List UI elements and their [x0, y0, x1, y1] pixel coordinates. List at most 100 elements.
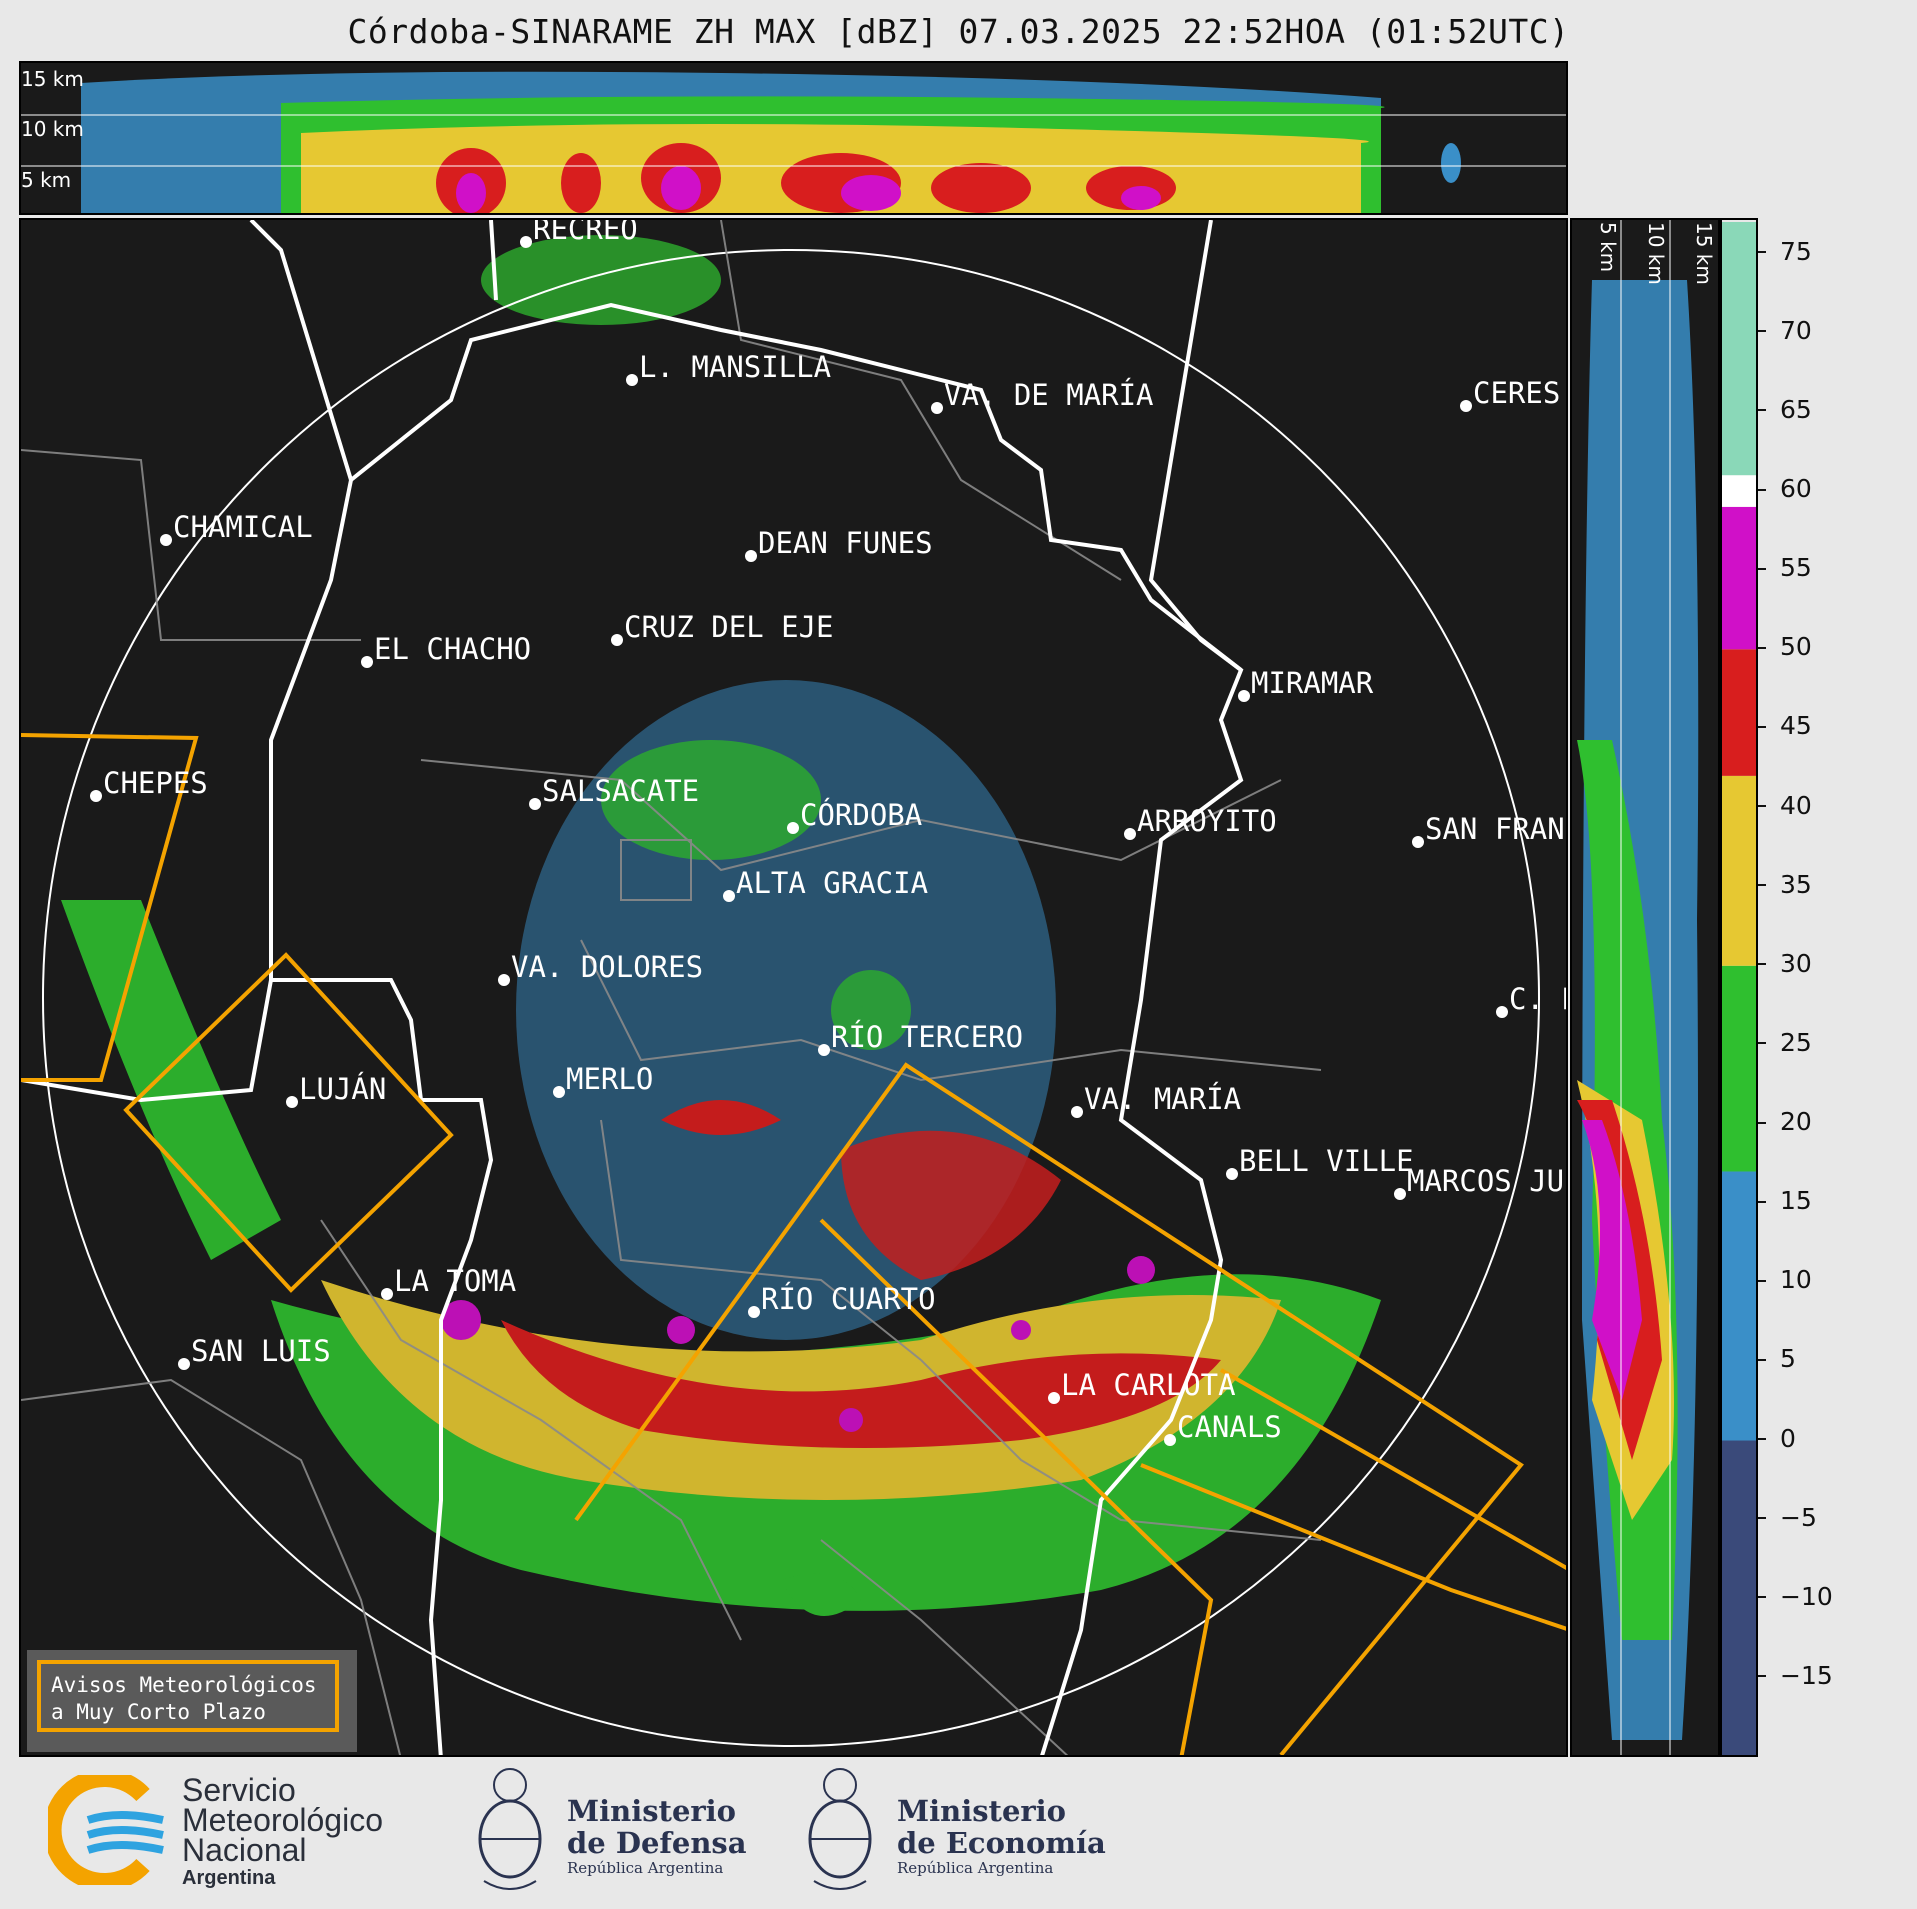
colorbar-band [1722, 775, 1756, 966]
colorbar-band [1722, 965, 1756, 1172]
city-label: RÍO TERCERO [818, 1020, 1023, 1056]
city-label: CÓRDOBA [787, 798, 922, 834]
city-label: CRUZ DEL EJE [611, 610, 834, 646]
city-label: VA. DE MARÍA [931, 378, 1154, 414]
colorbar-tick-label: 60 [1758, 474, 1812, 503]
colorbar-tick-label: −5 [1758, 1503, 1817, 1532]
right-height-label-5: 5 km [1596, 222, 1620, 273]
city-dot [1164, 1434, 1176, 1446]
legend-line-1: Avisos Meteorológicos [51, 1673, 317, 1697]
city-dot [745, 550, 757, 562]
city-label: RÍO CUARTO [748, 1282, 936, 1318]
city-dot [1412, 836, 1424, 848]
top-height-label-5: 5 km [21, 168, 72, 192]
warnings-legend: Avisos Meteorológicos a Muy Corto Plazo [27, 1650, 357, 1752]
colorbar-tick-label: 55 [1758, 553, 1812, 582]
colorbar-gradient [1722, 222, 1756, 1755]
city-label: SALSACATE [529, 774, 699, 810]
defensa-name: Ministerio de Defensa República Argentin… [567, 1794, 747, 1877]
city-dot [1071, 1106, 1083, 1118]
radar-map-plot [21, 220, 1566, 1755]
colorbar-tick-label: 40 [1758, 791, 1812, 820]
coat-of-arms-icon [478, 1768, 542, 1890]
city-dot [1394, 1188, 1406, 1200]
colorbar-band [1722, 222, 1756, 476]
colorbar-band [1722, 1171, 1756, 1441]
city-dot [1238, 690, 1250, 702]
city-label: C. P [1496, 982, 1566, 1018]
warnings-legend-box: Avisos Meteorológicos a Muy Corto Plazo [37, 1660, 339, 1732]
right-cross-section: 5 km 10 km 15 km [1570, 218, 1720, 1757]
footer-logos: Servicio Meteorológico Nacional Argentin… [0, 1757, 1917, 1909]
colorbar-tick-label: 5 [1758, 1344, 1796, 1373]
city-dot [931, 402, 943, 414]
city-label: LA CARLOTA [1048, 1368, 1236, 1404]
city-dot [90, 790, 102, 802]
colorbar [1720, 218, 1758, 1757]
coat-of-arms-icon [808, 1768, 872, 1890]
city-label: LA TOMA [381, 1264, 516, 1300]
colorbar-tick-label: 75 [1758, 237, 1812, 266]
city-dot [1460, 400, 1472, 412]
top-cross-section: 15 km 10 km 5 km [19, 61, 1568, 215]
colorbar-tick-label: 50 [1758, 632, 1812, 661]
smn-name: Servicio Meteorológico Nacional Argentin… [182, 1772, 383, 1889]
city-label: CHEPES [90, 766, 208, 802]
colorbar-tick-label: 15 [1758, 1186, 1812, 1215]
city-label: LUJÁN [286, 1072, 386, 1108]
city-label: EL CHACHO [361, 632, 531, 668]
city-label: CERES [1460, 376, 1560, 412]
city-label: RECREO [520, 220, 638, 248]
colorbar-tick-label: −10 [1758, 1582, 1833, 1611]
right-height-label-10: 10 km [1644, 222, 1668, 285]
top-height-label-10: 10 km [21, 117, 84, 141]
city-dot [498, 974, 510, 986]
top-cross-section-plot [21, 71, 1566, 213]
city-label: BELL VILLE [1226, 1144, 1414, 1180]
city-label: MERLO [553, 1062, 653, 1098]
city-dot [723, 890, 735, 902]
colorbar-tick-label: 30 [1758, 949, 1812, 978]
city-dot [178, 1358, 190, 1370]
radar-range-ring [42, 249, 1540, 1747]
colorbar-tick-label: 45 [1758, 711, 1812, 740]
city-dot [748, 1306, 760, 1318]
city-dot [553, 1086, 565, 1098]
colorbar-band [1722, 649, 1756, 776]
city-dot [1226, 1168, 1238, 1180]
colorbar-tick-label: 35 [1758, 870, 1812, 899]
legend-line-2: a Muy Corto Plazo [51, 1700, 266, 1724]
city-dot [381, 1288, 393, 1300]
colorbar-tick-label: −15 [1758, 1661, 1833, 1690]
city-dot [787, 822, 799, 834]
city-label: CANALS [1164, 1410, 1282, 1446]
city-label: ALTA GRACIA [723, 866, 928, 902]
city-label: SAN LUIS [178, 1334, 331, 1370]
colorbar-tick-label: 65 [1758, 395, 1812, 424]
city-dot [529, 798, 541, 810]
city-label: SAN FRAN [1412, 812, 1565, 848]
city-label: VA. MARÍA [1071, 1082, 1241, 1118]
right-height-label-15: 15 km [1692, 222, 1716, 285]
right-cross-section-plot [1577, 220, 1699, 1755]
colorbar-band [1722, 1440, 1756, 1755]
page-title: Córdoba-SINARAME ZH MAX [dBZ] 07.03.2025… [347, 12, 1570, 51]
colorbar-tick-label: 20 [1758, 1107, 1812, 1136]
colorbar-tick-label: 25 [1758, 1028, 1812, 1057]
city-label: DEAN FUNES [745, 526, 933, 562]
city-dot [1048, 1392, 1060, 1404]
warning-polygons [21, 733, 1566, 1755]
smn-logo-icon [48, 1775, 164, 1885]
colorbar-band [1722, 506, 1756, 650]
city-label: MIRAMAR [1238, 666, 1373, 702]
radar-map[interactable]: RECREO L. MANSILLA VA. DE MARÍA CERES CH… [19, 218, 1568, 1757]
economia-name: Ministerio de Economía República Argenti… [897, 1794, 1106, 1877]
city-dot [611, 634, 623, 646]
city-label: CHAMICAL [160, 510, 313, 546]
city-dot [1496, 1006, 1508, 1018]
city-label: L. MANSILLA [626, 350, 831, 386]
city-dot [286, 1096, 298, 1108]
colorbar-band [1722, 475, 1756, 507]
city-label: ARROYITO [1124, 804, 1277, 840]
top-height-label-15: 15 km [21, 67, 84, 91]
